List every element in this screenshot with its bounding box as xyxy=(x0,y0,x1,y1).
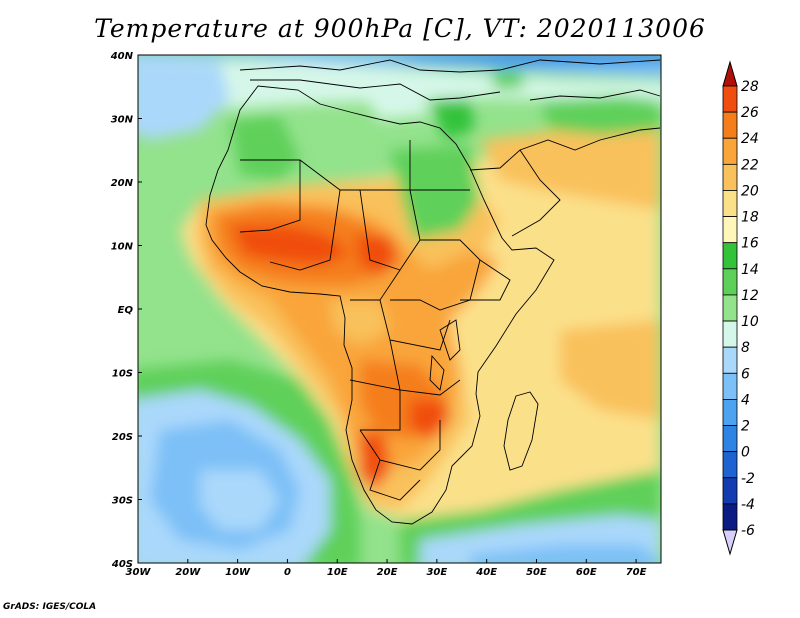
colorbar-label: -4 xyxy=(741,497,755,513)
lat-tick-label: 20S xyxy=(112,432,133,443)
lon-tick-label: 0 xyxy=(284,567,291,578)
colorbar-label: 16 xyxy=(741,236,759,252)
colorbar-swatch xyxy=(722,163,738,191)
colorbar-swatch xyxy=(722,190,738,217)
lon-tick-label: 30E xyxy=(426,567,447,578)
lat-tick-label: 30S xyxy=(112,496,133,507)
colorbar-swatch xyxy=(722,425,738,453)
chart-title: Temperature at 900hPa [C], VT: 202011300… xyxy=(94,14,706,43)
colorbar-swatch xyxy=(722,268,738,296)
colorbar-swatch xyxy=(722,477,738,505)
colorbar-bottom-arrow xyxy=(722,529,738,556)
colorbar-label: 6 xyxy=(741,366,750,382)
colorbar-label: 0 xyxy=(741,445,750,461)
colorbar-label: 8 xyxy=(741,340,750,356)
lon-tick-label: 50E xyxy=(526,567,547,578)
temperature-field xyxy=(138,55,661,563)
colorbar-label: 12 xyxy=(741,288,759,304)
lon-tick-label: 20W xyxy=(175,567,201,578)
lon-tick-label: 70E xyxy=(626,567,647,578)
colorbar-label: 14 xyxy=(741,262,759,278)
colorbar-label: -6 xyxy=(741,523,755,539)
footer-credit: GrADS: IGES/COLA xyxy=(3,602,97,612)
lon-tick-label: 30W xyxy=(126,567,152,578)
colorbar-label: 10 xyxy=(741,314,759,330)
axis-ticks: 30W 20W 10W 0 10E 20E 30E 40E 50E 60E 70E 40N 30N 20N… xyxy=(110,51,647,578)
lon-tick-label: 10E xyxy=(327,567,348,578)
colorbar-swatch xyxy=(722,294,738,322)
colorbar-label: 26 xyxy=(741,105,759,121)
lat-tick-label: 40S xyxy=(111,559,133,570)
coastlines xyxy=(205,59,661,525)
colorbar-swatch xyxy=(722,242,738,270)
lon-tick-label: 40E xyxy=(475,567,497,578)
lat-tick-label: EQ xyxy=(118,305,134,316)
colorbar-swatch xyxy=(722,346,738,374)
colorbar-swatch xyxy=(722,111,738,139)
colorbar-label: 4 xyxy=(741,392,750,408)
colorbar-swatch xyxy=(722,451,738,479)
colorbar-label: 22 xyxy=(741,157,759,173)
colorbar-swatch xyxy=(722,216,738,244)
colorbar-swatch xyxy=(722,503,738,531)
lon-tick-label: 60E xyxy=(576,567,597,578)
colorbar-swatch xyxy=(722,137,738,165)
colorbar-label: 2 xyxy=(741,419,750,435)
lon-tick-label: 10W xyxy=(225,567,251,578)
colorbar-swatch xyxy=(722,85,738,113)
colorbar-label: 24 xyxy=(741,131,759,147)
lat-tick-label: 40N xyxy=(110,51,134,62)
colorbar-label: 20 xyxy=(741,183,759,199)
colorbar-swatch xyxy=(722,320,738,348)
colorbar-top-arrow xyxy=(722,60,738,87)
lat-tick-label: 30N xyxy=(111,115,134,126)
colorbar-swatch xyxy=(722,399,738,426)
colorbar-label: 28 xyxy=(741,79,759,95)
colorbar-label: 18 xyxy=(741,210,759,226)
lat-tick-label: 10N xyxy=(111,242,134,253)
lat-tick-label: 20N xyxy=(111,178,134,189)
lon-tick-label: 20E xyxy=(377,567,398,578)
colorbar-swatch xyxy=(722,372,738,400)
colorbar-label: -2 xyxy=(741,471,755,487)
lat-tick-label: 10S xyxy=(112,369,133,380)
